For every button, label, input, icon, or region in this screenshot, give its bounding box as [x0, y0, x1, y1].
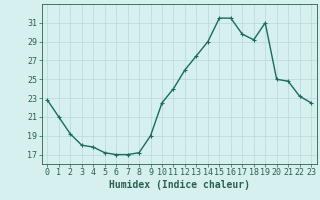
X-axis label: Humidex (Indice chaleur): Humidex (Indice chaleur) [109, 180, 250, 190]
